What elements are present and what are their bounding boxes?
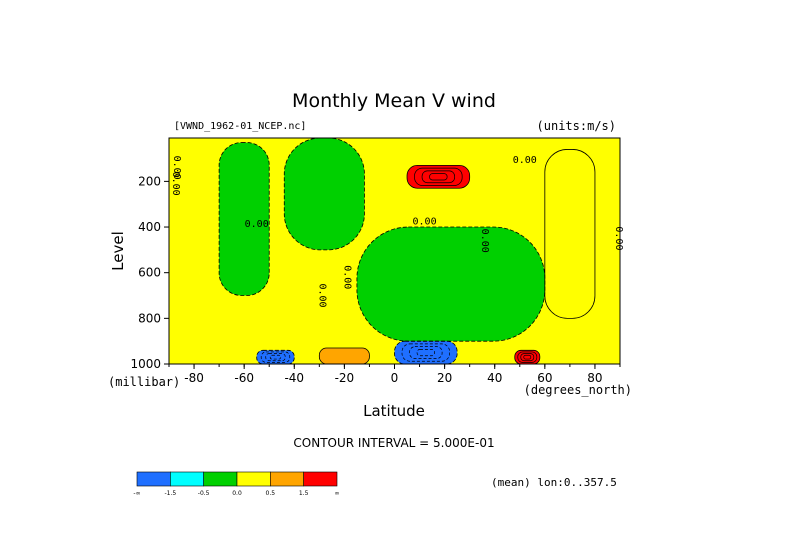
contour-fill-layer — [169, 138, 620, 364]
contour-line — [409, 346, 443, 359]
contour-region — [514, 350, 540, 364]
x-tick-label: -40 — [284, 371, 304, 385]
x-axis-units: (degrees_north) — [524, 383, 632, 397]
colorbar-swatch — [136, 471, 171, 487]
y-axis-label: Level — [109, 231, 127, 271]
contour-line — [523, 354, 532, 360]
contour-line — [401, 343, 450, 362]
x-tick-label: 20 — [437, 371, 452, 385]
units-label: (units:m/s) — [537, 119, 616, 133]
contour-label: 0.00 — [170, 172, 181, 196]
colorbar-label: 1.5 — [299, 490, 309, 497]
mean-info: (mean) lon:0..357.5 — [491, 476, 617, 489]
contour-line — [520, 353, 535, 362]
contour-line — [429, 173, 448, 181]
dataset-label: [VWND_1962-01_NCEP.nc] — [174, 121, 306, 132]
contour-region — [256, 350, 295, 364]
contour-label-layer: 0.000.000.000.000.000.000.000.00 0.00 — [170, 155, 624, 307]
contour-region — [407, 165, 470, 189]
contour-line — [514, 349, 541, 364]
colorbar: -∞ -1.5 -0.5 0.0 0.5 1.5 ∞ — [133, 471, 340, 497]
colorbar-label: 0.5 — [266, 490, 276, 497]
colorbar-swatch — [203, 471, 238, 487]
contour-line — [265, 353, 286, 362]
y-tick-label: 800 — [138, 311, 161, 325]
y-tick-label: 1000 — [130, 357, 161, 371]
colorbar-label: -0.5 — [198, 490, 210, 497]
x-axis-label: Latitude — [363, 402, 425, 420]
contour-line — [283, 138, 365, 251]
x-tick-label: -80 — [184, 371, 204, 385]
x-axis: -80 -60 -40 -20 0 20 40 60 80 — [168, 364, 621, 385]
contour-region — [544, 149, 595, 319]
chart-title: Monthly Mean V wind — [292, 90, 496, 112]
y-tick-label: 600 — [138, 266, 161, 280]
contour-line — [414, 167, 463, 186]
contour-line — [416, 349, 435, 357]
colorbar-swatch — [303, 471, 338, 487]
colorbar-label: ∞ — [335, 490, 340, 497]
x-tick-label: 60 — [537, 371, 552, 385]
contour-label: 0.00 — [341, 265, 352, 289]
contour-label: 0.00 — [513, 155, 537, 166]
x-tick-label: -20 — [335, 371, 355, 385]
contour-label: 0.00 — [613, 226, 624, 250]
contour-label: 0.00 — [479, 229, 490, 253]
colorbar-label: -1.5 — [164, 490, 176, 497]
contour-line — [256, 349, 295, 364]
colorbar-swatch — [236, 471, 271, 487]
y-tick-label: 400 — [138, 220, 161, 234]
x-tick-label: 80 — [587, 371, 602, 385]
contour-region — [319, 348, 370, 364]
colorbar-swatch — [170, 471, 204, 487]
contour-line — [394, 340, 458, 364]
colorbar-label: 0.0 — [232, 490, 242, 497]
contour-line — [421, 170, 455, 184]
plot-area — [168, 137, 621, 365]
contour-interval-text: CONTOUR INTERVAL = 5.000E-01 — [293, 436, 494, 450]
x-tick-label: 40 — [487, 371, 502, 385]
contour-label: 0.00 — [413, 217, 437, 228]
contour-line — [517, 351, 538, 363]
y-axis-units: (millibar) — [108, 375, 180, 389]
contour-region — [219, 142, 270, 296]
x-tick-label: 0 — [391, 371, 399, 385]
x-tick-label: -60 — [234, 371, 254, 385]
contour-label: 0.00 — [171, 156, 182, 180]
colorbar-label: -∞ — [133, 490, 140, 497]
contour-region — [356, 227, 545, 342]
colorbar-swatch — [270, 471, 304, 487]
contour-region — [284, 138, 365, 250]
contour-line-layer — [218, 138, 596, 364]
contour-label: 0.00 — [316, 283, 327, 307]
contour-line — [318, 347, 370, 364]
contour-line — [544, 149, 596, 319]
contour-region — [394, 341, 458, 364]
contour-line — [260, 351, 291, 363]
contour-line — [406, 164, 471, 189]
contour-line — [218, 142, 270, 296]
y-axis: 200 400 600 800 1000 — [130, 174, 169, 371]
y-tick-label: 200 — [138, 174, 161, 188]
contour-line — [269, 354, 282, 360]
contour-label: 0.00 — [245, 219, 269, 230]
